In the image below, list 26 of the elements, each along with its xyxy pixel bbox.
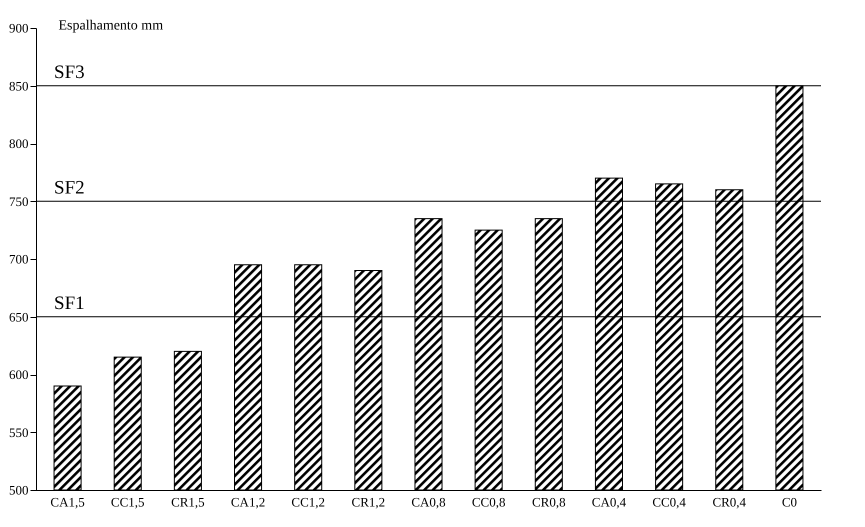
x-tick-label: CR0,8 [532,494,566,510]
y-tick-label: 700 [9,252,28,266]
x-tick-label: CA0,4 [592,494,627,510]
x-tick-label: CA1,2 [230,494,266,510]
x-tick-label: C0 [782,494,798,510]
y-tick-label: 650 [9,309,28,324]
y-tick-label: 500 [9,482,28,498]
x-tick-label: CA0,8 [411,494,446,510]
y-tick-label: 750 [9,194,28,209]
x-tick-label: CC0,4 [652,494,686,510]
x-tick-label: CC0,8 [472,494,506,510]
ref-line-label: SF3 [54,62,85,83]
x-tick-label: CR1,5 [171,494,205,510]
x-tick-label: CR1,2 [352,494,386,510]
y-tick-label: 850 [9,78,28,94]
x-tick-label: CR0,4 [712,494,747,510]
y-tick-label: 550 [9,424,28,440]
ref-line-label: SF1 [54,292,85,314]
x-tick-label: CC1,2 [291,494,325,510]
x-tick-label: CC1,5 [110,494,145,510]
y-tick-label: 600 [9,367,28,382]
x-tick-label: CA1,5 [50,494,85,510]
y-axis-title: Espalhamento mm [58,18,164,34]
y-tick-label: 800 [9,136,28,151]
ref-line-label: SF2 [54,177,85,198]
y-tick-label: 900 [9,20,28,36]
